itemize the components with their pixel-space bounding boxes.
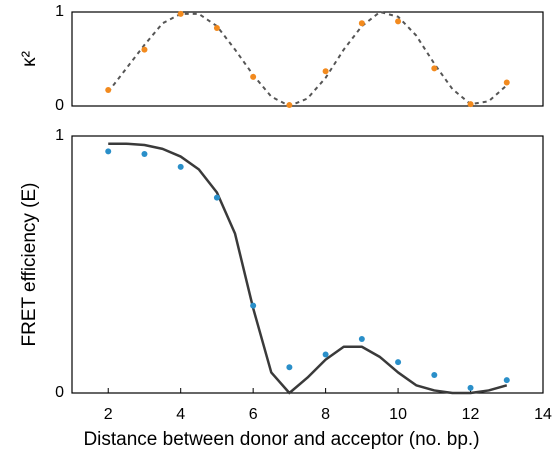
data-point — [250, 302, 257, 309]
plot-frame — [71, 11, 544, 107]
y-tick-label: 1 — [55, 3, 64, 20]
x-tick-label: 12 — [462, 406, 480, 423]
data-point — [358, 20, 365, 27]
data-point — [141, 46, 148, 53]
data-point — [358, 336, 365, 343]
data-point — [105, 148, 112, 155]
data-point — [431, 65, 438, 72]
data-point — [395, 18, 402, 25]
data-point — [395, 359, 402, 366]
y-tick-label: 0 — [55, 384, 64, 401]
x-tick-label: 6 — [249, 406, 258, 423]
data-point — [503, 79, 510, 86]
data-point — [431, 372, 438, 379]
curve — [107, 11, 508, 107]
y-axis-label: FRET efficiency (E) — [19, 182, 40, 346]
y-tick-label: 1 — [55, 127, 64, 144]
data-point — [467, 384, 474, 391]
plot-frame — [71, 135, 544, 394]
data-point — [322, 68, 329, 75]
data-point — [503, 377, 510, 384]
x-tick-label: 4 — [176, 406, 185, 423]
y-tick-label: 0 — [55, 97, 64, 114]
y-axis-label: κ² — [19, 51, 40, 67]
data-point — [177, 163, 184, 170]
data-point — [141, 150, 148, 157]
x-tick-label: 8 — [321, 406, 330, 423]
x-axis-label: Distance between donor and acceptor (no.… — [83, 429, 479, 450]
data-point — [286, 102, 293, 109]
x-tick-label: 10 — [389, 406, 407, 423]
data-point — [105, 87, 112, 94]
data-point — [213, 24, 220, 31]
data-point — [286, 364, 293, 371]
data-point — [322, 351, 329, 358]
x-tick-label: 2 — [104, 406, 113, 423]
data-point — [250, 73, 257, 80]
x-tick-label: 14 — [534, 406, 552, 423]
curve — [108, 142, 508, 395]
data-point — [213, 194, 220, 201]
data-point — [467, 101, 474, 108]
data-point — [177, 10, 184, 17]
